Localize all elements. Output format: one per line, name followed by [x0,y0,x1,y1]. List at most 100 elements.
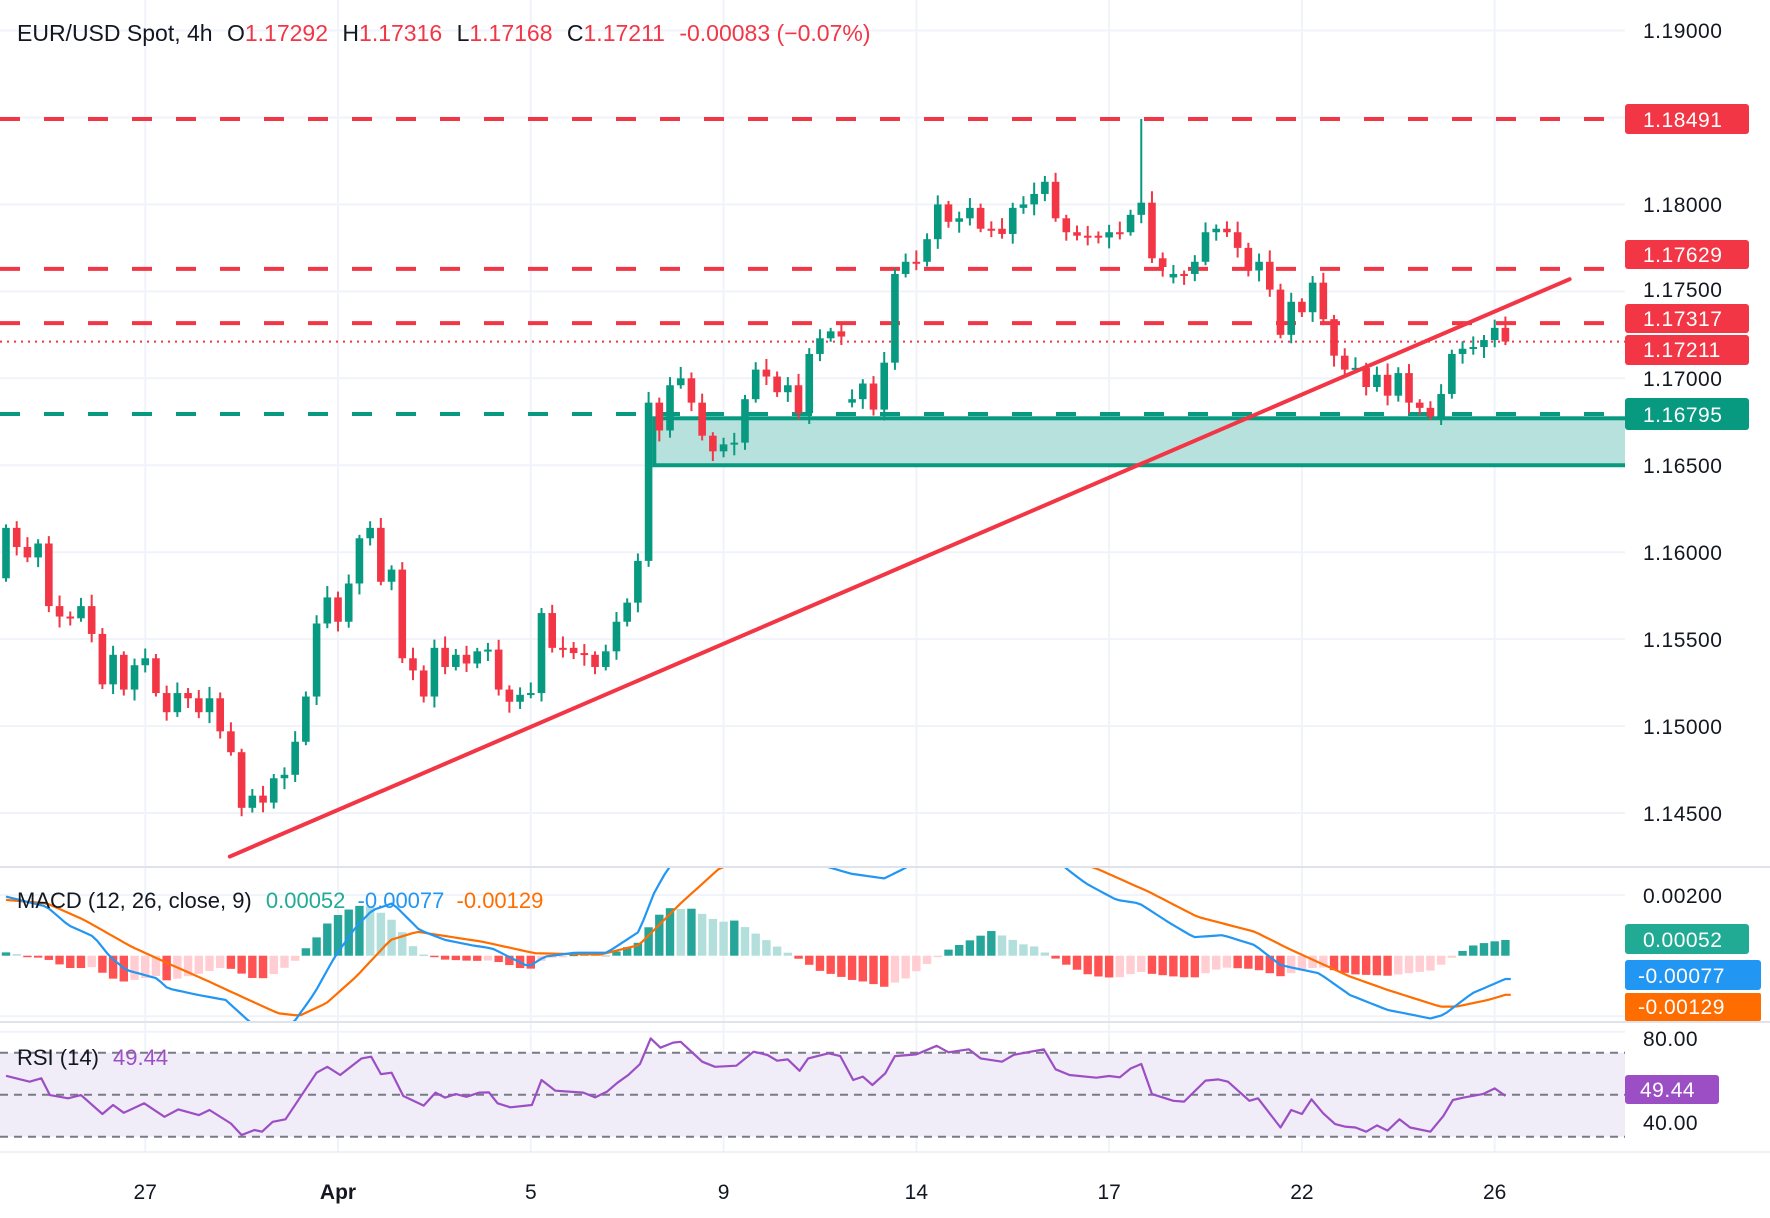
candle [976,203,985,233]
candle-body [859,383,867,400]
candle [34,539,42,568]
candle [184,688,192,708]
macd-histogram-bar [226,955,236,969]
candle [666,377,674,438]
macd-histogram-bar [237,955,246,974]
candle-body [698,402,706,436]
time-axis[interactable]: 27 Apr 5 9 14 17 22 26 [134,1181,1507,1204]
candle [1255,253,1263,282]
price-badge-1.17629: 1.17629 [1625,240,1749,269]
close-label: C [567,20,584,46]
macd-histogram-bar [1115,955,1125,978]
macd-histogram-bar [815,955,825,971]
open-label: O [227,20,245,46]
candle-body [741,399,749,443]
candle [1373,366,1381,392]
trendline[interactable] [227,277,1572,859]
candle [377,518,385,586]
candle [901,253,910,278]
trendline-segment [227,277,1572,859]
rsi-pane[interactable] [5,1037,1507,1137]
macd-histogram-bar [44,955,54,960]
macd-histogram-bar [1008,939,1017,956]
macd-histogram-bar [890,955,900,983]
macd-histogram-bar [1319,955,1328,968]
candle-body [1212,228,1221,233]
macd-legend[interactable]: MACD (12, 26, close, 9) 0.00052 -0.00077… [17,888,543,913]
macd-histogram-bar [301,948,311,956]
candle [205,686,214,724]
candle-body [344,583,353,622]
candle [173,682,182,717]
rsi-line [5,1037,1507,1137]
candle-body [601,651,610,667]
candle [1126,209,1135,236]
candle-body [419,670,428,697]
candle [730,432,739,456]
candle-body [77,606,85,619]
macd-histogram-bar [965,940,975,956]
price-axis[interactable]: 1.19000 1.18000 1.17500 1.17000 1.16500 … [1643,20,1722,826]
candle [1051,172,1060,222]
candle-body [709,435,717,452]
support-zone[interactable] [652,416,1770,468]
price-pane[interactable] [0,117,1770,859]
candle [1501,316,1510,346]
macd-histogram-bar [1233,955,1242,969]
svg-text:49.44: 49.44 [1640,1079,1695,1102]
time-tick: 14 [905,1181,929,1204]
rsi-legend[interactable]: RSI (14) 49.44 [17,1045,168,1070]
macd-histogram-bar [66,955,75,969]
candle [45,536,53,613]
candle [1191,255,1199,282]
candle [912,250,921,271]
candle [1298,298,1306,317]
candle-body [1490,327,1499,341]
macd-histogram-bar [1158,955,1167,976]
time-tick: Apr [320,1181,356,1204]
candle [751,362,760,403]
candle [526,682,535,699]
macd-histogram-bar [1308,955,1317,969]
candle-body [537,613,546,694]
price-badge-1.18491: 1.18491 [1625,104,1749,134]
candle [1415,399,1424,416]
candle-body [1469,346,1478,349]
candle-body [1191,261,1199,274]
candle-body [966,207,974,219]
candle-body [548,613,557,648]
candle-body [1298,301,1306,313]
candle [676,366,685,389]
candle-body [644,402,653,561]
candle-body [526,693,535,696]
macd-histogram-bar [719,921,728,956]
candle [259,785,267,813]
candle-body [184,693,192,699]
low-label: L [457,20,470,46]
candle [826,327,835,342]
symbol-legend[interactable]: EUR/USD Spot, 4h O1.17292 H1.17316 L1.17… [17,20,871,46]
candle [1137,119,1146,224]
candle [12,521,21,556]
macd-pane[interactable] [1,819,1511,1031]
horizontal-levels[interactable] [0,117,1625,416]
price-tick: 1.16500 [1643,455,1722,478]
macd-histogram-bar [108,955,118,979]
macd-histogram-bar [976,935,985,956]
macd-histogram-bar [1329,955,1339,971]
candle [1308,276,1317,322]
candle-body [152,658,160,694]
time-tick: 17 [1097,1181,1120,1204]
candle [998,218,1006,239]
candle-body [1201,232,1210,262]
price-tick: 1.16000 [1643,542,1722,565]
macd-histogram-bar [1222,955,1232,968]
macd-histogram-bar [987,931,996,956]
macd-histogram-bar [1361,955,1371,975]
macd-histogram-bar [248,955,257,978]
macd-histogram-bar [1169,955,1178,977]
candle-body [933,204,942,240]
candle-body [1501,327,1510,342]
